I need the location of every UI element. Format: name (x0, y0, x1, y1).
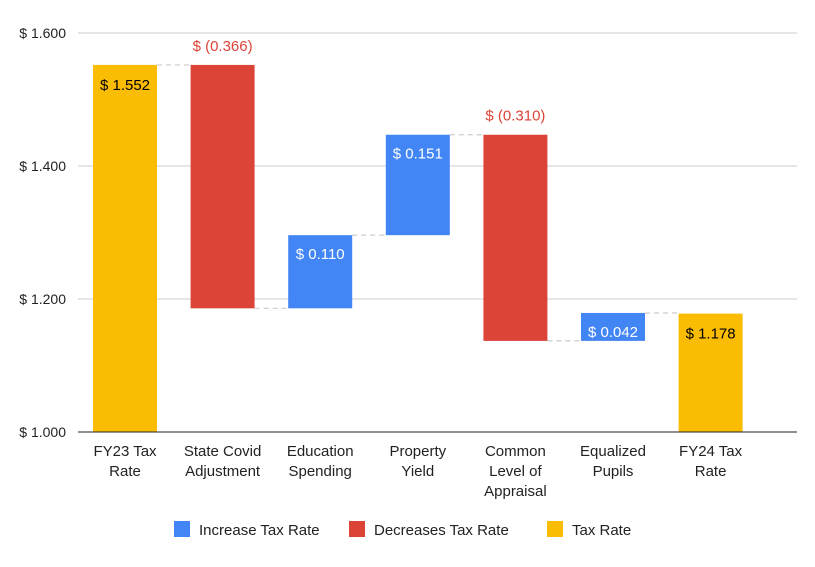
x-tick-label: FY24 Tax (679, 443, 743, 460)
data-label: $ 1.552 (100, 77, 150, 94)
data-label: $ 0.042 (588, 324, 638, 341)
x-tick-label: Property (389, 443, 446, 460)
bar-increase (581, 312, 645, 341)
legend-swatch (174, 521, 190, 537)
bar-decrease (190, 64, 255, 309)
data-label: $ 0.110 (296, 246, 345, 263)
data-label: $ 0.151 (393, 146, 443, 163)
x-tick-label: Level of (489, 463, 542, 480)
legend-label: Decreases Tax Rate (374, 522, 509, 539)
bar-total (93, 64, 157, 433)
data-label: $ (0.310) (485, 108, 545, 125)
x-tick-label: Rate (109, 463, 141, 480)
bar-decrease (483, 134, 548, 341)
connectors (157, 64, 679, 342)
legend-swatch (349, 521, 365, 537)
bar-increase (385, 134, 450, 236)
data-label: $ (0.366) (193, 38, 253, 55)
data-labels: $ 1.552 $ (0.366) $ 0.110 $ 0.151 $ (0.310) $… (100, 38, 736, 343)
legend-label: Tax Rate (572, 522, 631, 539)
axes: $ 1.000 $ 1.200 $ 1.400 $ 1.600 FY23 Tax Rate… (19, 25, 797, 500)
y-tick-label: $ 1.000 (19, 424, 66, 440)
y-tick-label: $ 1.600 (19, 25, 66, 41)
legend-swatch (547, 521, 563, 537)
legend-item-decrease: Decreases Tax Rate (349, 521, 509, 539)
x-tick-label: Yield (401, 463, 434, 480)
x-tick-label: Pupils (593, 463, 634, 480)
bar-total (678, 313, 743, 432)
legend-label: Increase Tax Rate (199, 522, 320, 539)
x-tick-label: Equalized (580, 443, 646, 460)
x-tick-label: Adjustment (185, 463, 261, 480)
legend-item-total: Tax Rate (547, 521, 631, 539)
y-tick-label: $ 1.400 (19, 158, 66, 174)
bars (93, 64, 743, 433)
x-tick-label: Appraisal (484, 483, 547, 500)
y-tick-label: $ 1.200 (19, 291, 66, 307)
x-tick-label: FY23 Tax (93, 443, 157, 460)
legend: Increase Tax Rate Decreases Tax Rate Tax R… (174, 521, 631, 539)
x-tick-label: Spending (288, 463, 351, 480)
x-tick-label: Common (485, 443, 546, 460)
x-tick-label: State Covid (184, 443, 262, 460)
x-tick-label: Rate (695, 463, 727, 480)
x-tick-label: Education (287, 443, 354, 460)
legend-item-increase: Increase Tax Rate (174, 521, 320, 539)
data-label: $ 1.178 (686, 326, 736, 343)
bar-increase (288, 235, 353, 309)
